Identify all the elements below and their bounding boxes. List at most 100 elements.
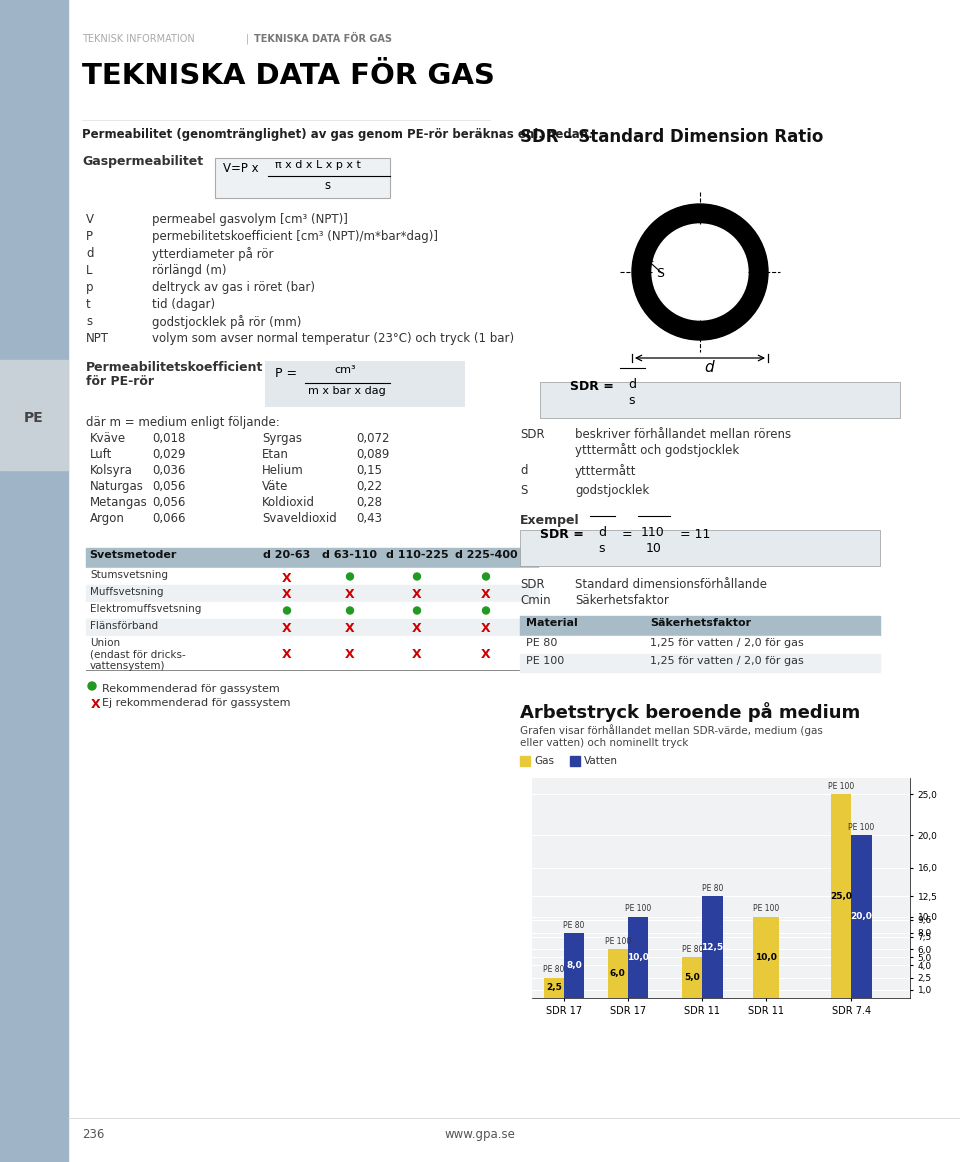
Text: PE 80: PE 80 xyxy=(564,920,585,930)
Text: Exempel: Exempel xyxy=(520,514,580,528)
Text: Ej rekommenderad för gassystem: Ej rekommenderad för gassystem xyxy=(102,698,291,708)
Text: d 110-225: d 110-225 xyxy=(386,550,448,560)
Bar xyxy=(520,756,530,766)
Text: SDR: SDR xyxy=(520,428,544,442)
Text: SDR: SDR xyxy=(520,578,544,591)
Text: Etan: Etan xyxy=(262,449,289,461)
Text: =: = xyxy=(622,528,633,541)
Bar xyxy=(86,568,538,584)
Text: Vatten: Vatten xyxy=(584,756,618,766)
Text: Kolsyra: Kolsyra xyxy=(90,464,132,476)
Bar xyxy=(86,584,538,602)
Text: 5,0: 5,0 xyxy=(684,973,700,982)
Text: tid (dagar): tid (dagar) xyxy=(152,297,215,311)
Text: volym som avser normal temperatur (23°C) och tryck (1 bar): volym som avser normal temperatur (23°C)… xyxy=(152,332,515,345)
Text: 8,0: 8,0 xyxy=(566,961,582,970)
Text: 10,0: 10,0 xyxy=(756,953,778,962)
FancyBboxPatch shape xyxy=(265,361,465,407)
Text: Svetsmetoder: Svetsmetoder xyxy=(89,550,177,560)
Bar xyxy=(86,548,538,568)
Bar xyxy=(608,949,628,998)
Text: PE 100: PE 100 xyxy=(625,904,651,913)
Text: p: p xyxy=(86,281,93,294)
Bar xyxy=(86,619,538,636)
Text: X: X xyxy=(412,588,421,602)
Bar xyxy=(564,933,585,998)
Text: Naturgas: Naturgas xyxy=(90,480,144,493)
Text: 2,5: 2,5 xyxy=(546,983,562,992)
Circle shape xyxy=(483,607,490,614)
Text: PE 100: PE 100 xyxy=(526,657,564,666)
Text: rörlängd (m): rörlängd (m) xyxy=(152,264,227,277)
Text: godstjocklek: godstjocklek xyxy=(575,485,649,497)
Text: d 20-63: d 20-63 xyxy=(263,550,311,560)
Text: Luft: Luft xyxy=(90,449,112,461)
Bar xyxy=(520,616,880,636)
Text: 0,056: 0,056 xyxy=(152,496,185,509)
Text: X: X xyxy=(481,648,491,661)
Text: 0,43: 0,43 xyxy=(356,512,382,525)
Text: Syrgas: Syrgas xyxy=(262,432,302,445)
Text: PE 100: PE 100 xyxy=(605,937,631,946)
Text: Cmin: Cmin xyxy=(520,594,551,607)
Bar xyxy=(753,917,780,998)
Text: X: X xyxy=(282,588,292,602)
Text: V=P x: V=P x xyxy=(223,162,258,175)
Bar xyxy=(703,896,723,998)
Text: s: s xyxy=(599,541,605,555)
Text: 25,0: 25,0 xyxy=(830,891,852,901)
Text: Argon: Argon xyxy=(90,512,125,525)
Text: 0,072: 0,072 xyxy=(356,432,390,445)
Text: s: s xyxy=(629,394,636,407)
Text: ytttermått: ytttermått xyxy=(575,464,636,478)
Text: Union
(endast för dricks-
vattensystem): Union (endast för dricks- vattensystem) xyxy=(90,638,185,672)
Text: beskriver förhållandet mellan rörens
ytttermått och godstjocklek: beskriver förhållandet mellan rörens ytt… xyxy=(575,428,791,457)
Text: PE 80: PE 80 xyxy=(543,966,564,975)
Text: P =: P = xyxy=(275,367,298,380)
Text: PE: PE xyxy=(24,411,44,425)
Text: 20,0: 20,0 xyxy=(851,912,873,921)
Text: d 63-110: d 63-110 xyxy=(323,550,377,560)
Text: SDR – Standard Dimension Ratio: SDR – Standard Dimension Ratio xyxy=(520,128,824,146)
Text: PE 100: PE 100 xyxy=(828,782,854,791)
Text: L: L xyxy=(86,264,92,277)
Text: Arbetstryck beroende på medium: Arbetstryck beroende på medium xyxy=(520,702,860,722)
Text: 12,5: 12,5 xyxy=(702,942,724,952)
Bar xyxy=(0,0,68,1162)
Text: där m = medium enligt följande:: där m = medium enligt följande: xyxy=(86,416,279,429)
Text: Flänsförband: Flänsförband xyxy=(90,621,158,631)
Text: X: X xyxy=(91,698,101,711)
Circle shape xyxy=(632,205,768,340)
Text: Kväve: Kväve xyxy=(90,432,126,445)
Text: d 225-400: d 225-400 xyxy=(455,550,517,560)
Text: Elektromuffsvetsning: Elektromuffsvetsning xyxy=(90,604,202,614)
Text: Permeabilitetskoefficient: Permeabilitetskoefficient xyxy=(86,361,263,374)
Text: Stumsvetsning: Stumsvetsning xyxy=(90,571,168,580)
Text: d: d xyxy=(520,464,527,476)
Text: 0,066: 0,066 xyxy=(152,512,185,525)
Text: TEKNISK INFORMATION: TEKNISK INFORMATION xyxy=(82,34,195,44)
Text: X: X xyxy=(282,648,292,661)
Text: |: | xyxy=(246,34,250,44)
Circle shape xyxy=(283,607,291,614)
Text: permeabel gasvolym [cm³ (NPT)]: permeabel gasvolym [cm³ (NPT)] xyxy=(152,213,348,225)
Text: d: d xyxy=(86,248,93,260)
Text: d: d xyxy=(598,526,606,539)
Bar xyxy=(86,636,538,670)
Text: PE 80: PE 80 xyxy=(526,638,558,648)
Text: Gas: Gas xyxy=(534,756,554,766)
Text: 1,25 för vatten / 2,0 för gas: 1,25 för vatten / 2,0 för gas xyxy=(650,657,804,666)
Text: permebilitetskoefficient [cm³ (NPT)/m*bar*dag)]: permebilitetskoefficient [cm³ (NPT)/m*ba… xyxy=(152,230,438,243)
Text: Säkerhetsfaktor: Säkerhetsfaktor xyxy=(575,594,669,607)
Text: 10,0: 10,0 xyxy=(627,953,649,962)
Text: Metangas: Metangas xyxy=(90,496,148,509)
Bar xyxy=(543,977,564,998)
Bar xyxy=(852,835,872,998)
Bar xyxy=(570,756,580,766)
Text: Material: Material xyxy=(526,618,578,627)
Text: Gaspermeabilitet: Gaspermeabilitet xyxy=(82,155,204,168)
Text: SDR =: SDR = xyxy=(570,380,613,393)
Text: X: X xyxy=(481,623,491,636)
Bar xyxy=(520,636,880,654)
Text: PE 100: PE 100 xyxy=(754,904,780,913)
